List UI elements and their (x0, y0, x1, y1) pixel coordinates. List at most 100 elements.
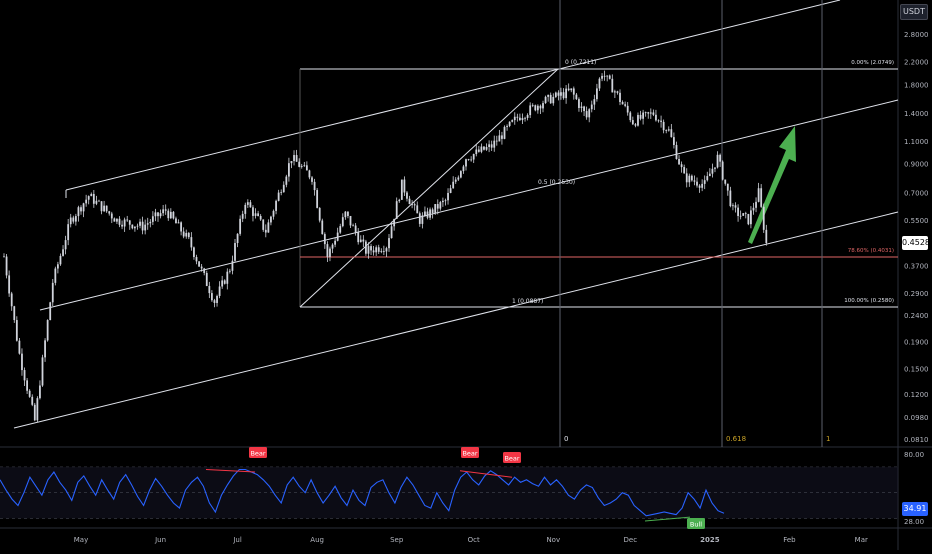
candle-body (275, 200, 277, 211)
candle-body (570, 88, 573, 91)
candle-body (698, 185, 701, 188)
candle-body (354, 225, 357, 233)
candle-body (726, 183, 729, 191)
candle-body (757, 188, 760, 202)
candle-body (711, 168, 714, 174)
candle-body (54, 268, 57, 283)
candle-body (649, 112, 652, 114)
candle-body (701, 183, 704, 188)
candle-body (272, 210, 275, 217)
candle-body (765, 229, 768, 243)
candle-body (57, 264, 59, 269)
candle-body (465, 159, 467, 167)
candle-body (721, 161, 724, 180)
rsi-tick-2: 28.00 (904, 518, 924, 526)
candle-body (657, 120, 660, 122)
candle-body (116, 218, 118, 222)
candle-body (572, 88, 575, 95)
candle-body (534, 105, 537, 111)
candle-body (467, 159, 470, 161)
price-tick-6: 0.7000 (904, 189, 929, 197)
candle-body (678, 158, 680, 165)
candle-body (734, 205, 737, 208)
candle-body (236, 233, 239, 244)
candle-body (552, 96, 555, 104)
price-tick-9: 0.3700 (904, 262, 929, 270)
candle-body (49, 302, 52, 321)
candle-body (544, 96, 547, 104)
candle-body (98, 200, 100, 202)
candle-body (508, 121, 511, 126)
candle-body (585, 111, 588, 118)
rsi-bear-tag-1-bg (249, 447, 267, 458)
candle-body (662, 121, 665, 131)
candle-body (87, 196, 90, 200)
channel-lower-line (13, 211, 899, 429)
candle-body (177, 222, 180, 224)
candle-body (95, 200, 98, 204)
candle-body (578, 99, 580, 108)
candle-body (393, 218, 396, 227)
candle-body (362, 239, 365, 242)
candle-body (696, 181, 698, 186)
candle-body (382, 251, 385, 252)
candle-body (603, 75, 606, 77)
rsi-bear-tag-2-bg (461, 447, 479, 458)
candle-body (110, 213, 113, 219)
candle-body (228, 270, 231, 272)
candle-body (28, 390, 31, 397)
candle-body (737, 207, 739, 216)
candle-body (211, 293, 213, 301)
candle-body (252, 207, 254, 216)
price-tick-16: 0.0810 (904, 436, 929, 444)
candle-body (442, 200, 444, 203)
candle-body (128, 220, 131, 225)
candle-body (747, 213, 750, 225)
candle-body (36, 398, 39, 421)
rsi-tick-0: 80.00 (904, 451, 924, 459)
candle-body (560, 92, 562, 96)
candle-body (547, 94, 550, 97)
candle-body (164, 209, 167, 211)
candle-body (334, 240, 337, 245)
candle-body (308, 170, 311, 178)
price-tick-1: 2.2000 (904, 59, 929, 67)
candle-body (652, 112, 655, 115)
candle-body (157, 212, 159, 217)
candle-body (172, 211, 175, 219)
rsi-bull-tag: Bull (690, 521, 702, 529)
candle-body (616, 91, 619, 93)
candle-body (452, 181, 455, 189)
candle-body (375, 247, 378, 253)
candle-body (675, 144, 678, 159)
candle-body (631, 120, 634, 125)
rsi-bull-tag-bg (687, 518, 705, 529)
candle-body (244, 204, 247, 214)
candle-body (62, 249, 64, 256)
bear-divergence-line-2 (459, 470, 513, 478)
candle-body (629, 112, 632, 121)
candle-body (488, 144, 491, 148)
time-tick-4: Sep (390, 536, 404, 544)
candle-body (634, 124, 637, 126)
candle-body (365, 241, 367, 254)
bullish-projection-arrow (748, 126, 796, 244)
candle-body (655, 114, 657, 121)
candle-body (744, 213, 747, 214)
candle-body (449, 188, 452, 193)
fib-time-label-618: 0.618 (726, 435, 746, 443)
price-tick-5: 0.9000 (904, 161, 929, 169)
candle-body (762, 206, 765, 230)
candle-body (557, 92, 560, 96)
candle-body (539, 105, 542, 109)
candle-body (434, 204, 437, 214)
candle-body (472, 154, 475, 160)
candle-body (598, 78, 601, 89)
fib-time-label-1: 1 (826, 435, 830, 443)
currency-selector-button[interactable]: USDT (900, 4, 928, 20)
candle-body (185, 232, 188, 237)
price-tick-14: 0.1200 (904, 391, 929, 399)
candle-body (536, 105, 539, 111)
candle-body (198, 261, 200, 267)
